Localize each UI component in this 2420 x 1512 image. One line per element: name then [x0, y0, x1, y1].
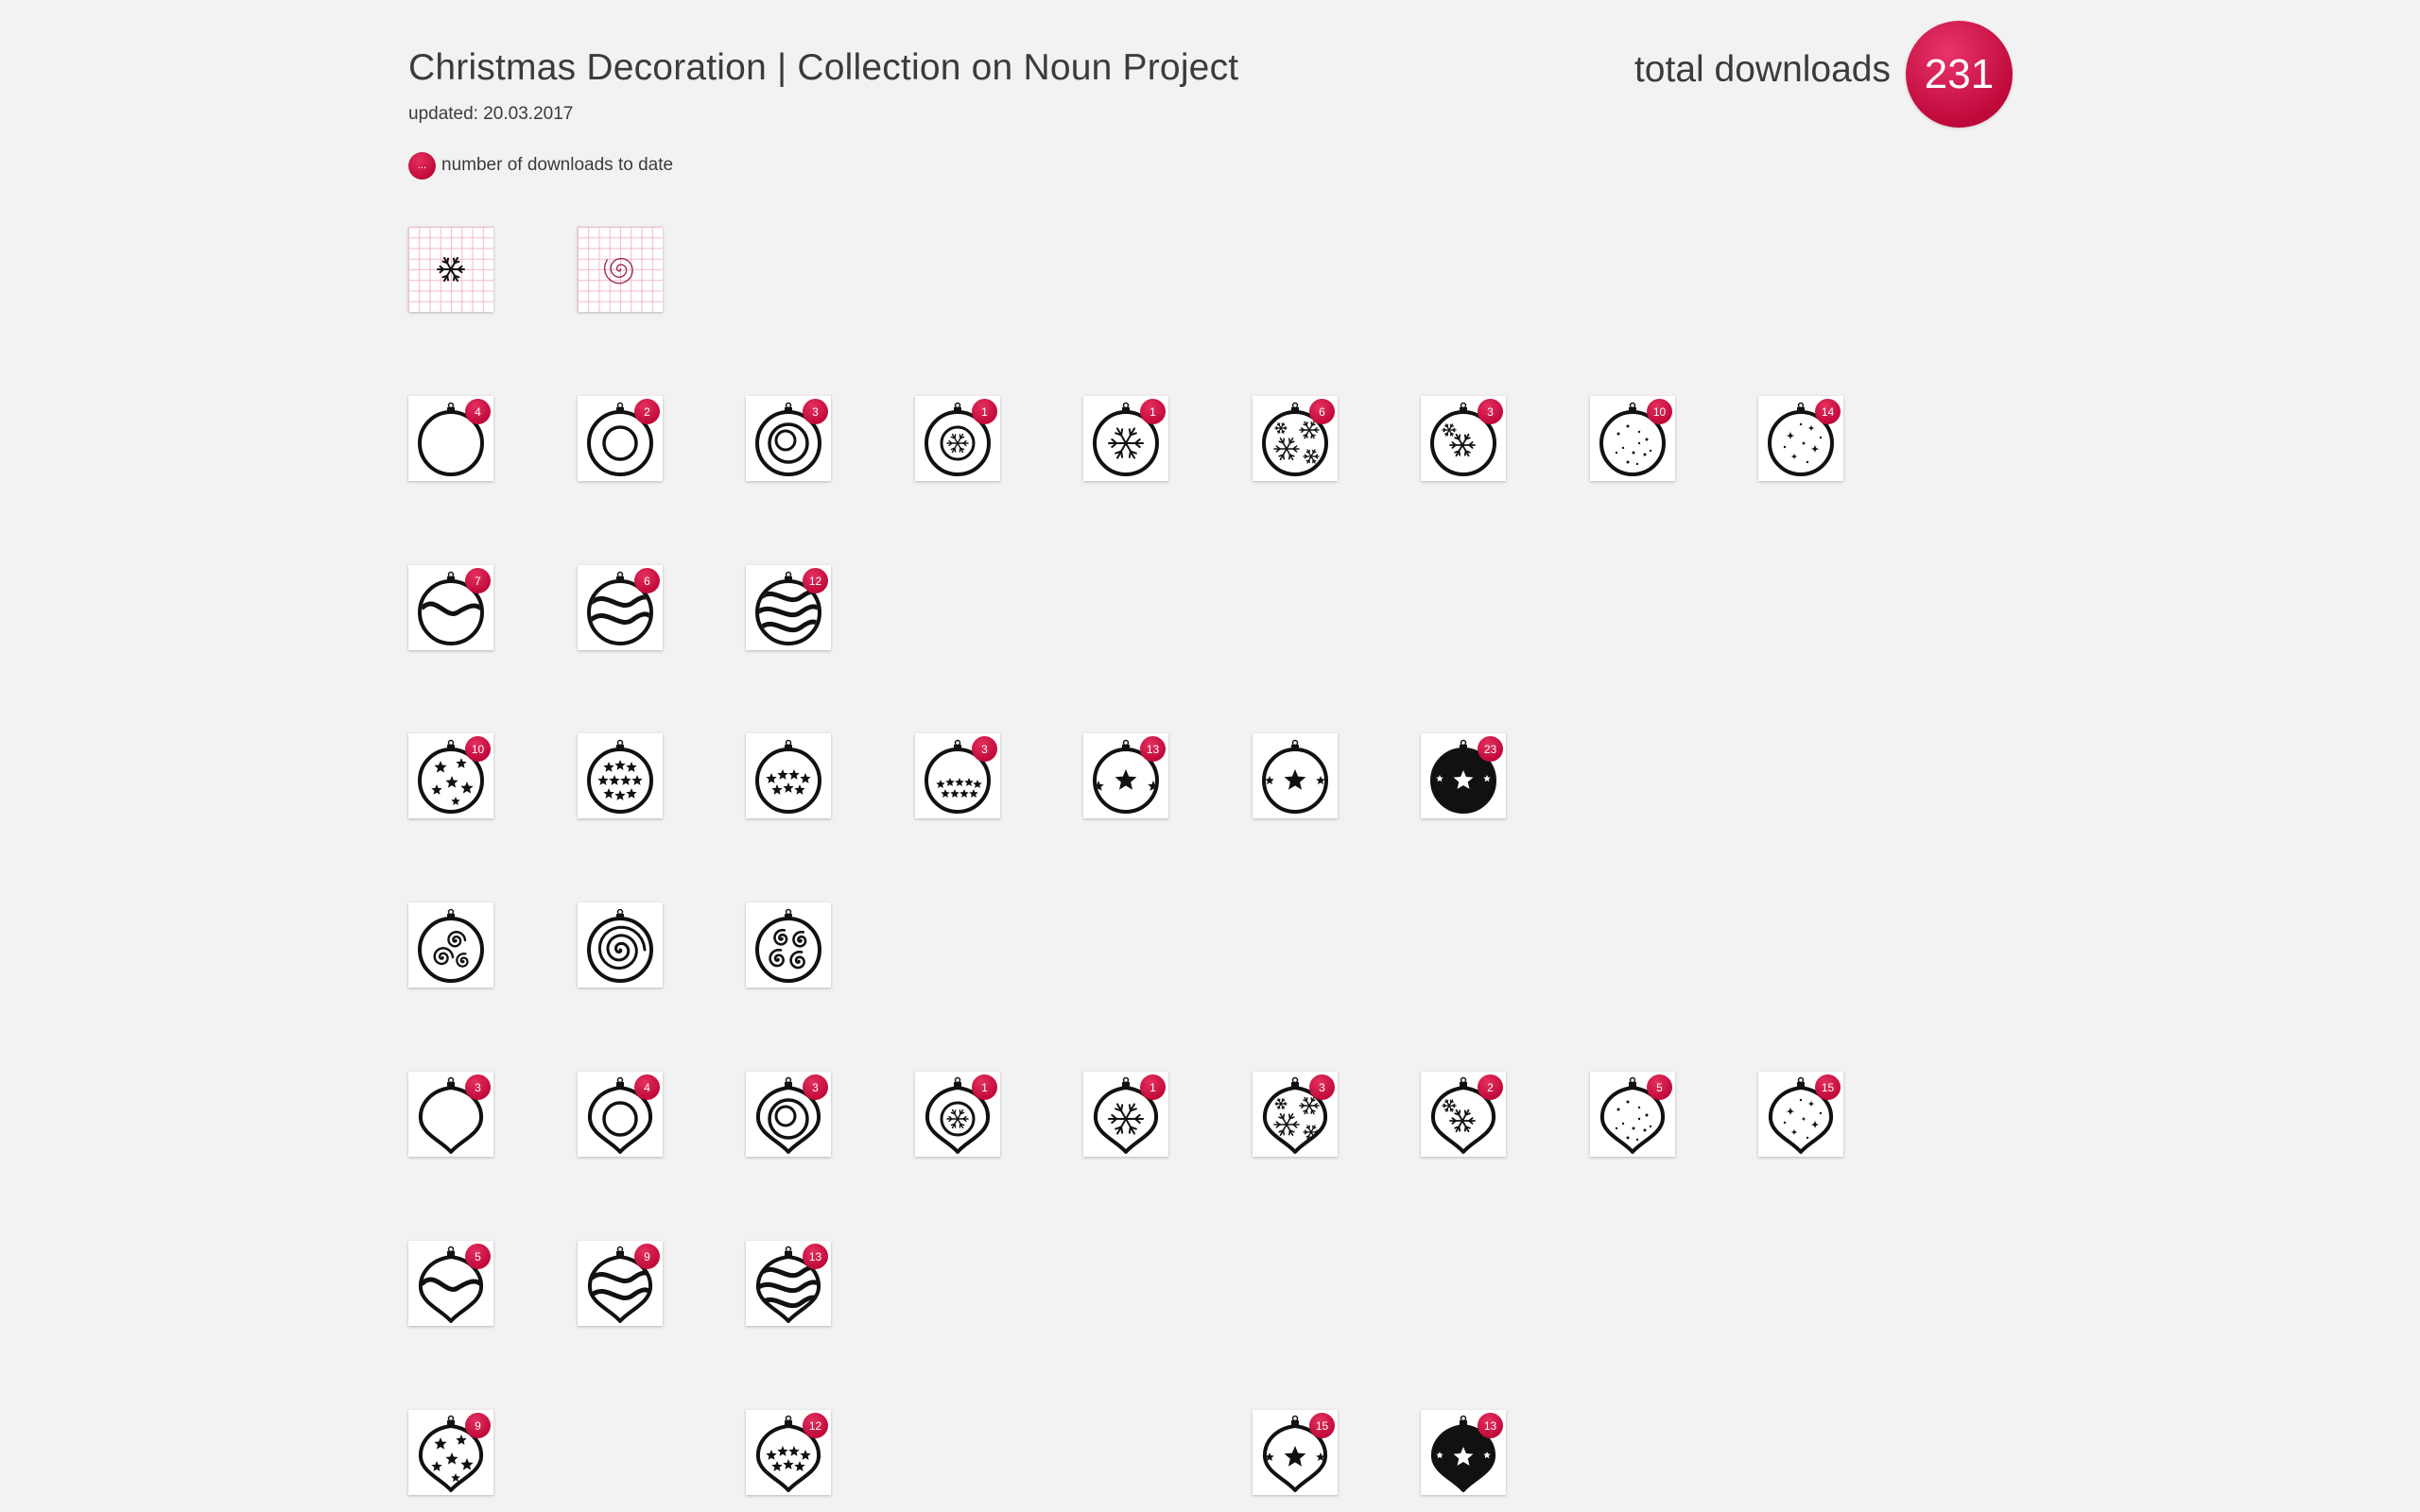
download-count-badge: 5	[1647, 1074, 1672, 1100]
download-count-badge: 3	[972, 736, 997, 762]
download-count-badge: 6	[634, 568, 660, 593]
download-count-badge: 13	[1478, 1413, 1503, 1438]
download-count-badge: 6	[1309, 399, 1335, 424]
icon-tile[interactable]: 9	[578, 1241, 663, 1326]
icon-tile[interactable]: 1	[1083, 1072, 1168, 1157]
icon-tile[interactable]	[578, 902, 663, 988]
icon-tile[interactable]: 2	[1421, 1072, 1506, 1157]
icon-tile[interactable]: 13	[1421, 1410, 1506, 1495]
total-downloads-label: total downloads	[1634, 49, 1891, 90]
download-count-badge: 13	[1140, 736, 1166, 762]
download-count-badge: 3	[465, 1074, 491, 1100]
icon-tile[interactable]: 3	[746, 396, 831, 481]
download-count-badge: 1	[1140, 399, 1166, 424]
download-count-badge: 4	[465, 399, 491, 424]
legend: ... number of downloads to date	[408, 151, 673, 180]
icon-tile[interactable]: 4	[578, 1072, 663, 1157]
icon-tile[interactable]	[408, 227, 493, 312]
icon-tile[interactable]: 1	[915, 396, 1000, 481]
download-count-badge: 2	[1478, 1074, 1503, 1100]
total-downloads-badge: 231	[1906, 21, 2013, 128]
download-count-badge: 23	[1478, 736, 1503, 762]
download-count-badge: 15	[1309, 1413, 1335, 1438]
download-count-badge: 12	[803, 568, 828, 593]
icon-tile[interactable]	[1253, 733, 1338, 818]
icon-tile[interactable]: 3	[1253, 1072, 1338, 1157]
icon-tile[interactable]: 3	[408, 1072, 493, 1157]
icon-tile[interactable]: 6	[1253, 396, 1338, 481]
icon-tile[interactable]: 13	[746, 1241, 831, 1326]
download-count-badge: 10	[1647, 399, 1672, 424]
download-count-badge: 9	[465, 1413, 491, 1438]
legend-badge-icon: ...	[408, 151, 436, 180]
download-count-badge: 9	[634, 1244, 660, 1269]
icon-tile[interactable]: 7	[408, 565, 493, 650]
download-count-badge: 3	[1309, 1074, 1335, 1100]
updated-date: updated: 20.03.2017	[408, 104, 574, 124]
legend-text: number of downloads to date	[441, 155, 674, 175]
download-count-badge: 3	[803, 399, 828, 424]
icon-tile[interactable]: 12	[746, 565, 831, 650]
icon-tile[interactable]: 2	[578, 396, 663, 481]
icon-tile[interactable]	[408, 902, 493, 988]
icon-tile[interactable]: 4	[408, 396, 493, 481]
icon-tile[interactable]: 1	[915, 1072, 1000, 1157]
icon-tile[interactable]	[578, 733, 663, 818]
download-count-badge: 5	[465, 1244, 491, 1269]
icon-tile[interactable]: 10	[408, 733, 493, 818]
icon-tile[interactable]: 6	[578, 565, 663, 650]
icon-tile[interactable]: 14	[1758, 396, 1843, 481]
download-count-badge: 13	[803, 1244, 828, 1269]
icon-tile[interactable]	[746, 733, 831, 818]
icon-tile[interactable]: 5	[1590, 1072, 1675, 1157]
icon-tile[interactable]: 23	[1421, 733, 1506, 818]
icon-tile[interactable]: 3	[915, 733, 1000, 818]
icon-tile[interactable]: 9	[408, 1410, 493, 1495]
download-count-badge: 12	[803, 1413, 828, 1438]
download-count-badge: 4	[634, 1074, 660, 1100]
download-count-badge: 3	[803, 1074, 828, 1100]
icon-tile[interactable]: 12	[746, 1410, 831, 1495]
download-count-badge: 1	[972, 1074, 997, 1100]
icon-tile[interactable]: 1	[1083, 396, 1168, 481]
icon-tile[interactable]: 10	[1590, 396, 1675, 481]
download-count-badge: 2	[634, 399, 660, 424]
icon-tile[interactable]: 15	[1758, 1072, 1843, 1157]
download-count-badge: 10	[465, 736, 491, 762]
icon-tile[interactable]: 3	[746, 1072, 831, 1157]
icon-tile[interactable]: 5	[408, 1241, 493, 1326]
download-count-badge: 15	[1815, 1074, 1841, 1100]
icon-tile[interactable]: 13	[1083, 733, 1168, 818]
page-title: Christmas Decoration | Collection on Nou…	[408, 47, 1239, 88]
download-count-badge: 14	[1815, 399, 1841, 424]
download-count-badge: 3	[1478, 399, 1503, 424]
icon-tile[interactable]: 15	[1253, 1410, 1338, 1495]
icon-tile[interactable]	[746, 902, 831, 988]
download-count-badge: 1	[1140, 1074, 1166, 1100]
icon-tile[interactable]: 3	[1421, 396, 1506, 481]
download-count-badge: 7	[465, 568, 491, 593]
icon-tile[interactable]	[578, 227, 663, 312]
download-count-badge: 1	[972, 399, 997, 424]
